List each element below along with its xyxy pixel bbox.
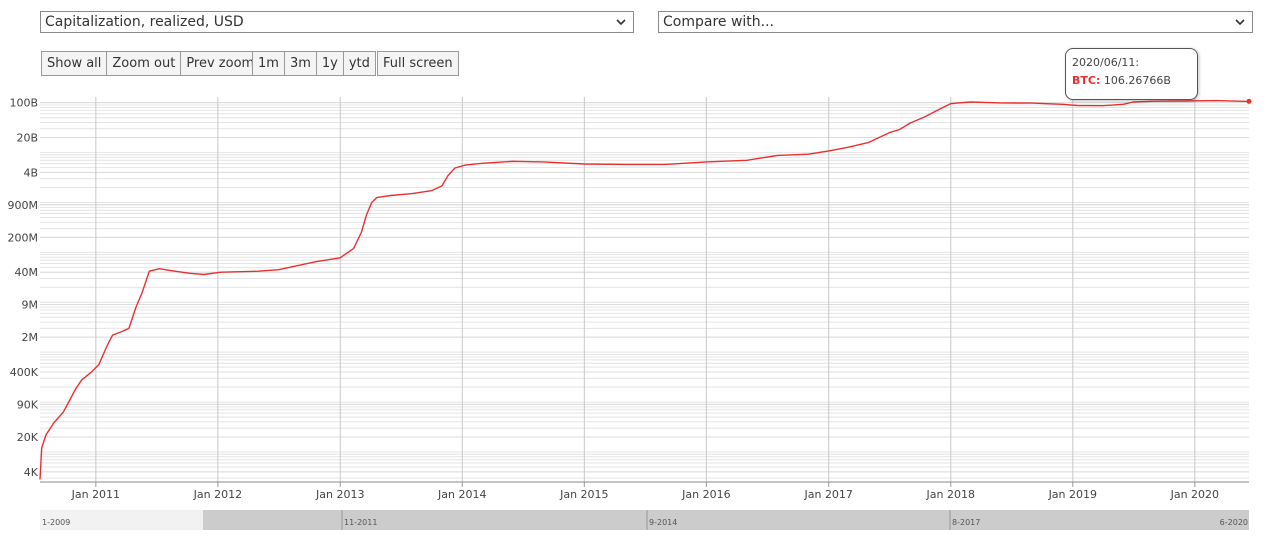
y-tick-label: 4B [23,166,38,179]
x-axis-ticks: Jan 2011 Jan 2012 Jan 2013 Jan 2014 Jan 2015… [71,482,1219,501]
x-tick-label: Jan 2014 [437,488,486,501]
series-line-btc [39,99,1250,480]
x-tick-label: Jan 2019 [1048,488,1097,501]
metric-select-value: Capitalization, realized, USD [45,14,244,30]
y-tick-label: 40M [15,266,39,279]
y-axis-ticks: 4K 20K 90K 400K 2M 9M 40M 200M 900M 4B 20B 100B [8,97,39,479]
hover-point-marker [1246,98,1252,104]
navigator-label: 11-2011 [344,518,377,527]
tooltip-series-name: BTC [1072,74,1096,87]
navigator-label: 1-2009 [42,518,70,527]
zoom-out-button[interactable]: Zoom out [106,51,182,76]
range-ytd-button[interactable]: ytd [342,51,376,76]
range-1m-button[interactable]: 1m [252,51,285,76]
x-tick-label: Jan 2013 [315,488,364,501]
tooltip-date: 2020/06/11: [1072,56,1140,69]
y-tick-label: 400K [10,366,39,379]
metric-select[interactable]: Capitalization, realized, USD [40,11,634,33]
y-tick-label: 900M [8,199,39,212]
x-tick-label: Jan 2018 [926,488,975,501]
navigator-label: 8-2017 [952,518,980,527]
full-screen-button[interactable]: Full screen [377,51,459,76]
range-button-group: 1m 3m 1y ytd [252,51,376,76]
y-tick-label: 200M [8,231,39,244]
x-tick-label: Jan 2012 [193,488,242,501]
compare-select-value: Compare with... [663,14,775,30]
x-tick-label: Jan 2020 [1170,488,1219,501]
tooltip-colon: : [1095,74,1101,87]
x-tick-label: Jan 2015 [559,488,608,501]
y-tick-label: 20K [17,431,39,444]
y-tick-label: 9M [22,299,39,312]
tooltip: 2020/06/11: BTC: 106.26766B [1065,48,1198,100]
navigator-selection [203,510,1249,530]
chevron-down-icon [1235,19,1245,26]
x-tick-label: Jan 2017 [803,488,852,501]
show-all-button[interactable]: Show all [41,51,108,76]
x-tick-label: Jan 2016 [681,488,730,501]
y-tick-label: 20B [16,132,38,145]
fullscreen-button-group: Full screen [377,51,459,76]
chevron-down-icon [616,19,626,26]
compare-select[interactable]: Compare with... [658,11,1253,33]
navigator-label: 6-2020 [1220,518,1248,527]
x-tick-label: Jan 2011 [71,488,120,501]
y-tick-label: 90K [17,398,39,411]
navigator-label: 9-2014 [649,518,677,527]
y-tick-label: 100B [9,97,38,110]
zoom-button-group: Show all Zoom out Prev zoom [41,51,261,76]
series-layer [39,98,1252,480]
prev-zoom-button[interactable]: Prev zoom [180,51,261,76]
vertical-grid [95,97,1196,482]
tooltip-value: 106.26766B [1103,74,1171,87]
y-tick-label: 4K [24,466,39,479]
navigator[interactable]: 1-2009 11-2011 9-2014 8-2017 6-2020 [40,510,1249,530]
horizontal-grid [40,102,1249,479]
y-tick-label: 2M [22,331,39,344]
